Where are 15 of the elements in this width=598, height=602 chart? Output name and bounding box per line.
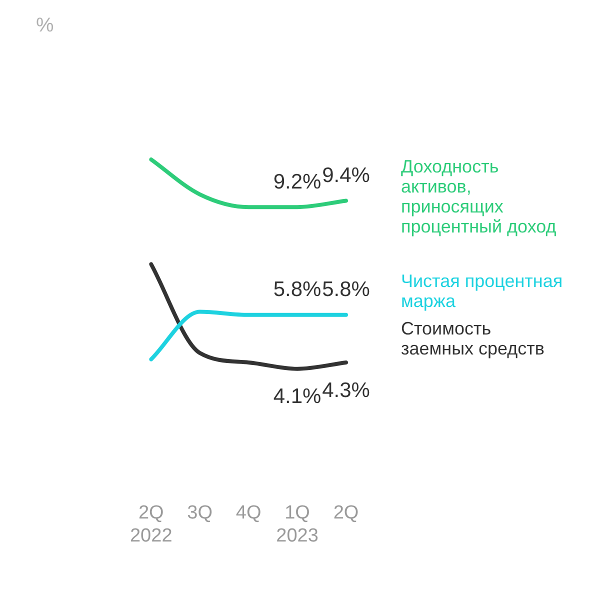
text: Стоимость заемных средств [401, 318, 544, 358]
data-label: 9.2% [273, 170, 322, 194]
data-label: 4.3% [322, 378, 370, 402]
text: Чистая процентная маржа [401, 270, 563, 311]
x-tick-label: 2Q 2022 [130, 502, 172, 546]
data-label: 5.8% [322, 278, 370, 302]
data-label: 9.4% [322, 164, 370, 188]
x-tick-label: 2Q [333, 502, 359, 524]
x-tick-label: 1Q 2023 [276, 502, 318, 546]
data-label: 4.1% [273, 385, 322, 408]
text: Доходность активов, приносящих процентный доход [401, 156, 557, 237]
text: % [36, 14, 54, 37]
x-tick-label: 4Q [236, 502, 262, 524]
x-tick-label: 3Q [187, 502, 213, 524]
data-label: 5.8% [273, 278, 322, 302]
